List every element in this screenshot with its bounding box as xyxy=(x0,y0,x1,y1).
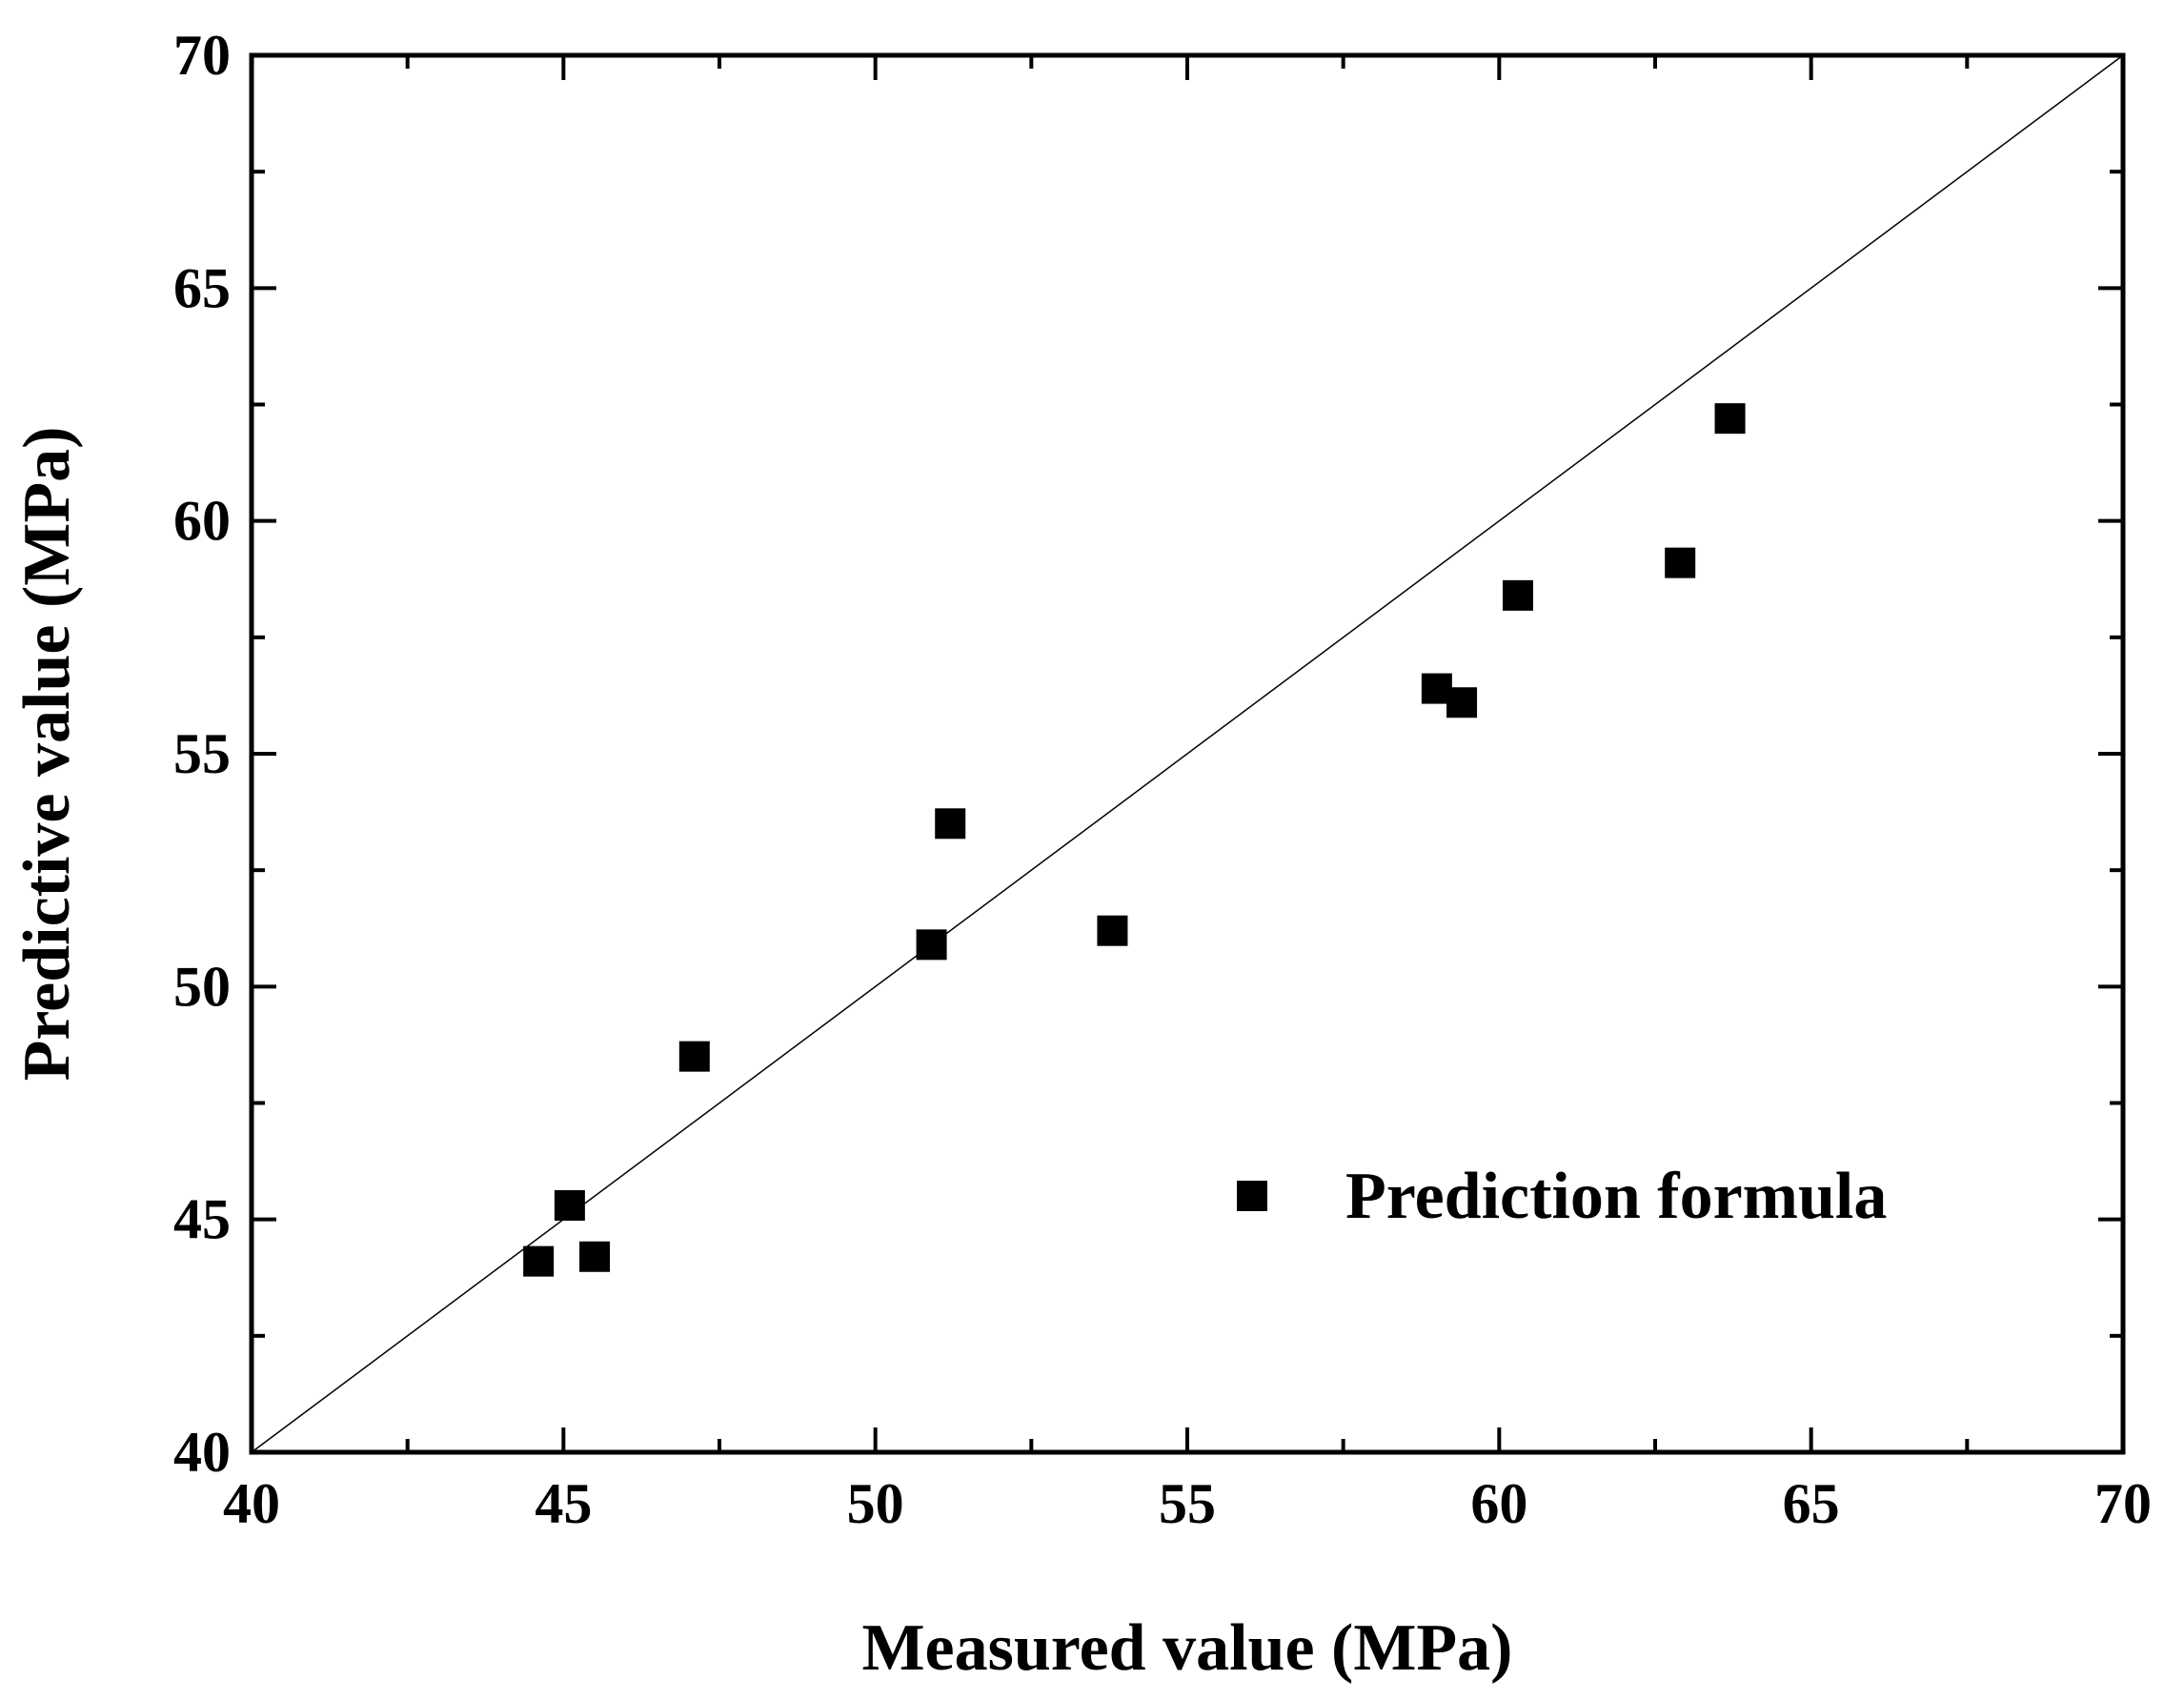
data-point xyxy=(579,1241,611,1272)
y-tick-label: 40 xyxy=(173,1421,231,1484)
y-tick-label: 45 xyxy=(173,1188,231,1251)
data-point xyxy=(935,808,966,840)
y-tick-label: 65 xyxy=(173,256,231,319)
data-point xyxy=(678,1041,710,1072)
x-tick-label: 45 xyxy=(535,1472,592,1535)
legend: Prediction formula xyxy=(1237,1160,1887,1233)
axis-ticks xyxy=(250,53,2125,1454)
x-tick-label: 50 xyxy=(847,1472,904,1535)
y-axis-title: Predictive value (MPa) xyxy=(10,427,84,1082)
data-points-layer xyxy=(523,403,1746,1277)
data-point xyxy=(1665,547,1696,578)
data-point xyxy=(916,929,947,961)
y-axis-tick-labels: 40 45 50 55 60 65 70 xyxy=(173,24,231,1484)
reference-line-y-equals-x xyxy=(251,54,2124,1453)
y-tick-label: 60 xyxy=(173,490,231,553)
data-point xyxy=(1502,579,1533,611)
y-tick-label: 70 xyxy=(173,24,231,87)
reference-line-layer xyxy=(251,54,2124,1453)
x-tick-label: 55 xyxy=(1159,1472,1216,1535)
data-point xyxy=(1097,915,1128,946)
data-point xyxy=(554,1190,585,1222)
x-axis-title: Measured value (MPa) xyxy=(861,1611,1512,1685)
x-axis-tick-labels: 40 45 50 55 60 65 70 xyxy=(223,1472,2152,1535)
x-tick-label: 40 xyxy=(223,1472,280,1535)
data-point xyxy=(523,1245,555,1277)
data-point xyxy=(1446,687,1478,718)
x-tick-label: 65 xyxy=(1783,1472,1840,1535)
data-point xyxy=(1714,403,1746,435)
legend-label: Prediction formula xyxy=(1345,1160,1887,1233)
x-tick-label: 70 xyxy=(2094,1472,2152,1535)
y-tick-label: 50 xyxy=(173,955,231,1018)
x-tick-label: 60 xyxy=(1470,1472,1527,1535)
legend-marker-square xyxy=(1237,1181,1267,1211)
y-tick-label: 55 xyxy=(173,722,231,785)
